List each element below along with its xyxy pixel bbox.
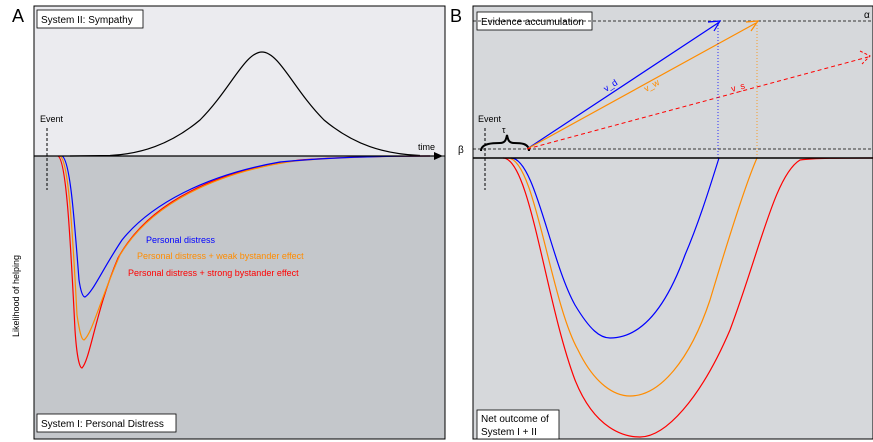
panel-b-bottom-title-line2: System I + II bbox=[481, 427, 537, 438]
tau-label: τ bbox=[502, 125, 506, 135]
panel-b-area bbox=[472, 5, 873, 440]
panel-a-bottom-title: System I: Personal Distress bbox=[41, 419, 164, 430]
drift-arrow-d bbox=[526, 22, 719, 150]
y-axis-label: Likelihood of helping bbox=[11, 255, 21, 337]
panel-a-event-label: Event bbox=[40, 114, 64, 124]
sympathy-curve bbox=[69, 51, 421, 157]
net-curve-weak bbox=[507, 157, 758, 397]
legend-personal-distress: Personal distress bbox=[146, 235, 216, 245]
panel-b-bottom-title-box bbox=[476, 409, 560, 440]
net-curve-base bbox=[510, 157, 720, 339]
panel-a-top-area bbox=[33, 5, 446, 157]
beta-label: β bbox=[458, 145, 464, 156]
panel-a-top-title: System II: Sympathy bbox=[41, 15, 133, 26]
legend-weak-bystander: Personal distress + weak bystander effec… bbox=[137, 251, 304, 261]
drift-label-s: v_s bbox=[730, 81, 747, 94]
distress-curve-base bbox=[61, 155, 431, 298]
panel-a-bottom-area bbox=[33, 155, 446, 440]
panel-a-bottom-title-box bbox=[36, 413, 177, 433]
alpha-label: α bbox=[864, 10, 870, 21]
drift-arrow-s bbox=[526, 56, 869, 150]
drift-arrowhead-s bbox=[859, 50, 871, 65]
panel-b-top-title: Evidence accumulation bbox=[481, 17, 584, 28]
drift-arrowhead-d bbox=[707, 20, 722, 32]
panel-a-letter: A bbox=[12, 6, 24, 26]
tau-brace bbox=[480, 134, 530, 152]
panel-b-letter: B bbox=[450, 6, 462, 26]
legend-strong-bystander: Personal distress + strong bystander eff… bbox=[128, 268, 299, 278]
time-axis-arrow bbox=[434, 152, 443, 160]
panel-b-event-label: Event bbox=[478, 114, 502, 124]
net-curve-strong bbox=[502, 157, 873, 438]
panel-b-bottom-title-line1: Net outcome of bbox=[481, 414, 549, 425]
time-label: time bbox=[418, 142, 435, 152]
panel-a-top-title-box bbox=[36, 9, 144, 29]
drift-arrowhead-w bbox=[745, 20, 760, 32]
